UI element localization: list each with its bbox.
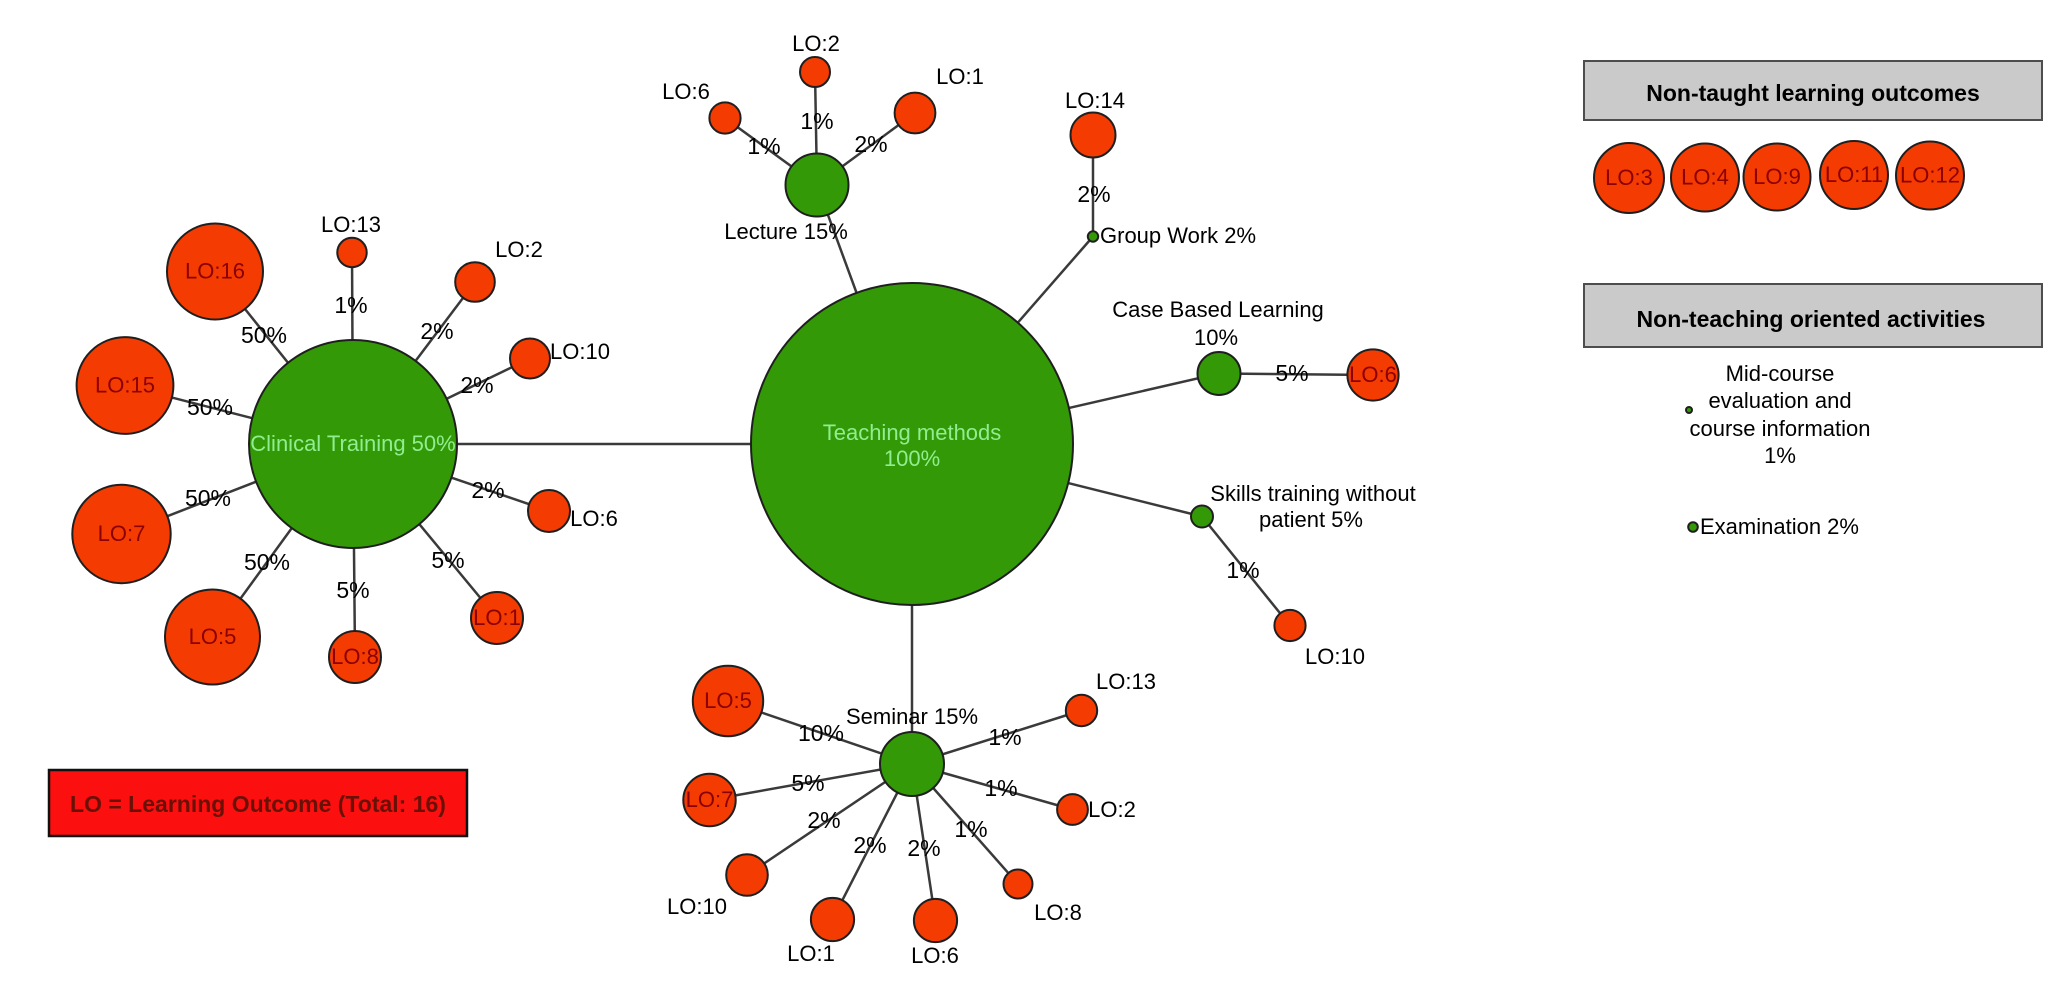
svg-text:50%: 50%	[244, 549, 290, 575]
svg-text:2%: 2%	[420, 318, 453, 344]
svg-text:LO:2: LO:2	[792, 31, 840, 56]
svg-text:LO:6: LO:6	[911, 943, 959, 968]
svg-text:LO:6: LO:6	[1349, 362, 1397, 387]
svg-text:Group Work 2%: Group Work 2%	[1100, 223, 1256, 248]
svg-text:LO:8: LO:8	[331, 644, 379, 669]
svg-text:Skills training without: Skills training without	[1210, 481, 1415, 506]
svg-text:2%: 2%	[907, 835, 940, 861]
svg-text:LO:2: LO:2	[1088, 797, 1136, 822]
svg-text:1%: 1%	[334, 292, 367, 318]
svg-text:50%: 50%	[185, 485, 231, 511]
svg-text:1%: 1%	[1226, 557, 1259, 583]
svg-text:evaluation and: evaluation and	[1708, 388, 1851, 413]
svg-text:LO:12: LO:12	[1900, 163, 1960, 188]
svg-text:5%: 5%	[791, 770, 824, 796]
svg-text:LO:3: LO:3	[1605, 165, 1653, 190]
svg-text:2%: 2%	[460, 372, 493, 398]
svg-text:2%: 2%	[853, 832, 886, 858]
svg-text:course information: course information	[1690, 416, 1871, 441]
svg-text:Teaching methods: Teaching methods	[823, 420, 1002, 445]
svg-text:1%: 1%	[747, 133, 780, 159]
svg-text:LO:5: LO:5	[189, 624, 237, 649]
svg-text:2%: 2%	[807, 807, 840, 833]
svg-text:LO:7: LO:7	[686, 787, 734, 812]
svg-text:LO:13: LO:13	[321, 212, 381, 237]
svg-text:50%: 50%	[241, 322, 287, 348]
svg-text:LO:10: LO:10	[667, 894, 727, 919]
svg-text:1%: 1%	[954, 816, 987, 842]
svg-text:Case Based Learning: Case Based Learning	[1112, 297, 1324, 322]
svg-text:LO:15: LO:15	[95, 373, 155, 398]
svg-text:LO:1: LO:1	[473, 605, 521, 630]
svg-text:Examination 2%: Examination 2%	[1700, 514, 1859, 539]
svg-text:1%: 1%	[1764, 443, 1796, 468]
svg-text:1%: 1%	[984, 775, 1017, 801]
svg-text:5%: 5%	[336, 577, 369, 603]
svg-text:100%: 100%	[884, 446, 940, 471]
svg-text:LO:13: LO:13	[1096, 669, 1156, 694]
svg-text:10%: 10%	[1194, 325, 1238, 350]
svg-text:LO = Learning Outcome (Total:: LO = Learning Outcome (Total: 16)	[70, 791, 446, 817]
svg-text:5%: 5%	[1275, 360, 1308, 386]
svg-text:LO:9: LO:9	[1753, 164, 1801, 189]
svg-text:5%: 5%	[431, 547, 464, 573]
svg-text:LO:11: LO:11	[1825, 162, 1883, 187]
svg-text:Mid-course: Mid-course	[1726, 361, 1835, 386]
svg-text:patient 5%: patient 5%	[1259, 507, 1363, 532]
svg-text:LO:6: LO:6	[570, 506, 618, 531]
svg-text:2%: 2%	[471, 477, 504, 503]
svg-text:10%: 10%	[798, 720, 844, 746]
svg-text:LO:14: LO:14	[1065, 88, 1125, 113]
svg-text:LO:6: LO:6	[662, 79, 710, 104]
svg-text:Lecture 15%: Lecture 15%	[724, 219, 848, 244]
svg-text:LO:4: LO:4	[1681, 165, 1729, 190]
svg-text:LO:10: LO:10	[1305, 644, 1365, 669]
svg-text:50%: 50%	[187, 394, 233, 420]
svg-text:LO:7: LO:7	[98, 521, 146, 546]
svg-text:LO:16: LO:16	[185, 259, 245, 284]
svg-text:1%: 1%	[988, 724, 1021, 750]
svg-text:LO:1: LO:1	[936, 64, 984, 89]
svg-text:Seminar 15%: Seminar 15%	[846, 704, 978, 729]
svg-text:Clinical Training 50%: Clinical Training 50%	[250, 431, 455, 456]
svg-text:2%: 2%	[1077, 181, 1110, 207]
svg-text:LO:8: LO:8	[1034, 900, 1082, 925]
svg-text:1%: 1%	[800, 108, 833, 134]
svg-text:Non-taught learning outcomes: Non-taught learning outcomes	[1646, 80, 1980, 106]
svg-text:LO:5: LO:5	[704, 688, 752, 713]
svg-text:LO:2: LO:2	[495, 237, 543, 262]
svg-text:LO:10: LO:10	[550, 339, 610, 364]
svg-text:Non-teaching oriented activiti: Non-teaching oriented activities	[1637, 306, 1986, 332]
svg-text:LO:1: LO:1	[787, 941, 835, 966]
svg-text:2%: 2%	[854, 131, 887, 157]
